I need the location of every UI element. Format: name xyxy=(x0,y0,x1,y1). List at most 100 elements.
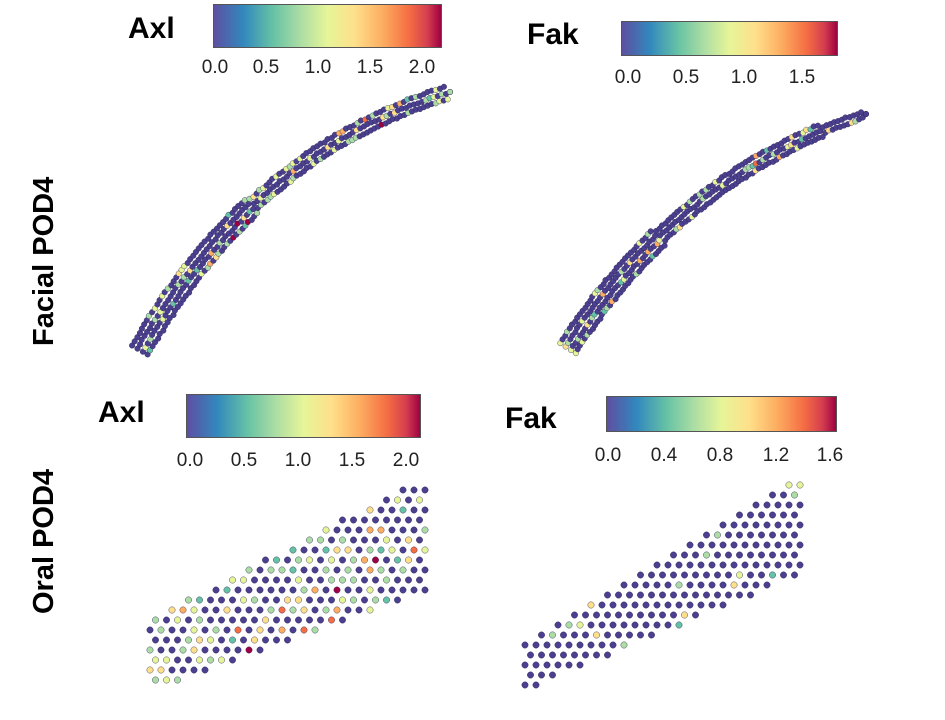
spot xyxy=(697,541,705,549)
spot xyxy=(300,586,308,594)
spot xyxy=(196,636,203,644)
spot xyxy=(306,556,313,564)
spot xyxy=(394,556,401,564)
spot xyxy=(185,596,192,604)
spot xyxy=(350,536,357,544)
spot xyxy=(421,486,429,494)
spot xyxy=(708,561,716,569)
spot xyxy=(736,531,743,539)
spot xyxy=(361,576,368,584)
spot xyxy=(179,606,187,614)
spot xyxy=(168,666,176,674)
spot xyxy=(344,526,352,534)
spot xyxy=(631,621,639,629)
spot xyxy=(174,636,181,644)
spot xyxy=(311,606,319,614)
spot xyxy=(560,631,567,639)
spot xyxy=(565,641,573,649)
spot xyxy=(421,546,429,554)
spot xyxy=(168,626,176,634)
gene-label-oral-axl: Axl xyxy=(98,396,145,429)
spot xyxy=(708,601,716,609)
spot xyxy=(377,546,385,554)
spot xyxy=(416,496,423,504)
spot xyxy=(361,536,368,544)
spot xyxy=(388,506,396,514)
spot xyxy=(648,591,655,599)
spot xyxy=(234,586,242,594)
spot xyxy=(333,546,341,554)
spot xyxy=(245,200,252,207)
spot xyxy=(273,596,280,604)
spot xyxy=(289,566,297,574)
spot xyxy=(774,541,782,549)
spot xyxy=(796,541,804,549)
spot xyxy=(240,636,247,644)
spot xyxy=(157,626,165,634)
spot xyxy=(719,541,727,549)
spot xyxy=(333,606,341,614)
spot xyxy=(664,561,672,569)
spot xyxy=(648,631,655,639)
spot xyxy=(642,621,650,629)
spot xyxy=(251,616,258,624)
spot xyxy=(791,551,798,559)
spot xyxy=(267,586,275,594)
spot xyxy=(637,631,644,639)
spot xyxy=(615,631,622,639)
spot xyxy=(405,496,412,504)
spot xyxy=(311,566,319,574)
spot xyxy=(278,566,286,574)
spot xyxy=(747,571,754,579)
spot xyxy=(157,666,165,674)
spot xyxy=(686,581,694,589)
spot xyxy=(339,596,346,604)
spot xyxy=(444,96,451,103)
spot xyxy=(670,611,677,619)
spot xyxy=(714,591,721,599)
colorbar-tick: 0.8 xyxy=(706,445,734,466)
spot xyxy=(521,661,529,669)
spot xyxy=(267,626,275,634)
spot xyxy=(521,641,529,649)
spot xyxy=(692,611,699,619)
colorbar-tick: 1.5 xyxy=(788,67,816,88)
spot xyxy=(653,621,661,629)
spot xyxy=(686,601,694,609)
colorbar-facial-axl xyxy=(213,4,442,48)
spot xyxy=(752,581,760,589)
spot xyxy=(223,646,231,654)
spot xyxy=(152,636,159,644)
spot xyxy=(769,551,776,559)
spot xyxy=(780,551,787,559)
spot xyxy=(730,521,738,529)
spot xyxy=(758,511,765,519)
spot xyxy=(714,571,721,579)
spot xyxy=(163,616,170,624)
colorbar-tick: 0.0 xyxy=(201,57,229,78)
spot xyxy=(416,516,423,524)
spot xyxy=(251,596,258,604)
spot xyxy=(763,501,771,509)
spot xyxy=(576,641,584,649)
spot xyxy=(785,521,793,529)
spot xyxy=(763,581,771,589)
spot xyxy=(681,571,688,579)
spot xyxy=(355,526,363,534)
spot xyxy=(350,596,357,604)
spot xyxy=(201,646,209,654)
spot xyxy=(659,591,666,599)
spot xyxy=(361,596,368,604)
spot xyxy=(394,516,401,524)
spot xyxy=(394,496,401,504)
spot xyxy=(377,506,385,514)
spot xyxy=(355,606,363,614)
spot xyxy=(648,571,655,579)
spot xyxy=(697,561,705,569)
spot xyxy=(620,621,628,629)
spot xyxy=(769,571,776,579)
spot xyxy=(670,591,677,599)
spot xyxy=(256,586,264,594)
spot xyxy=(565,621,573,629)
spot xyxy=(543,641,551,649)
